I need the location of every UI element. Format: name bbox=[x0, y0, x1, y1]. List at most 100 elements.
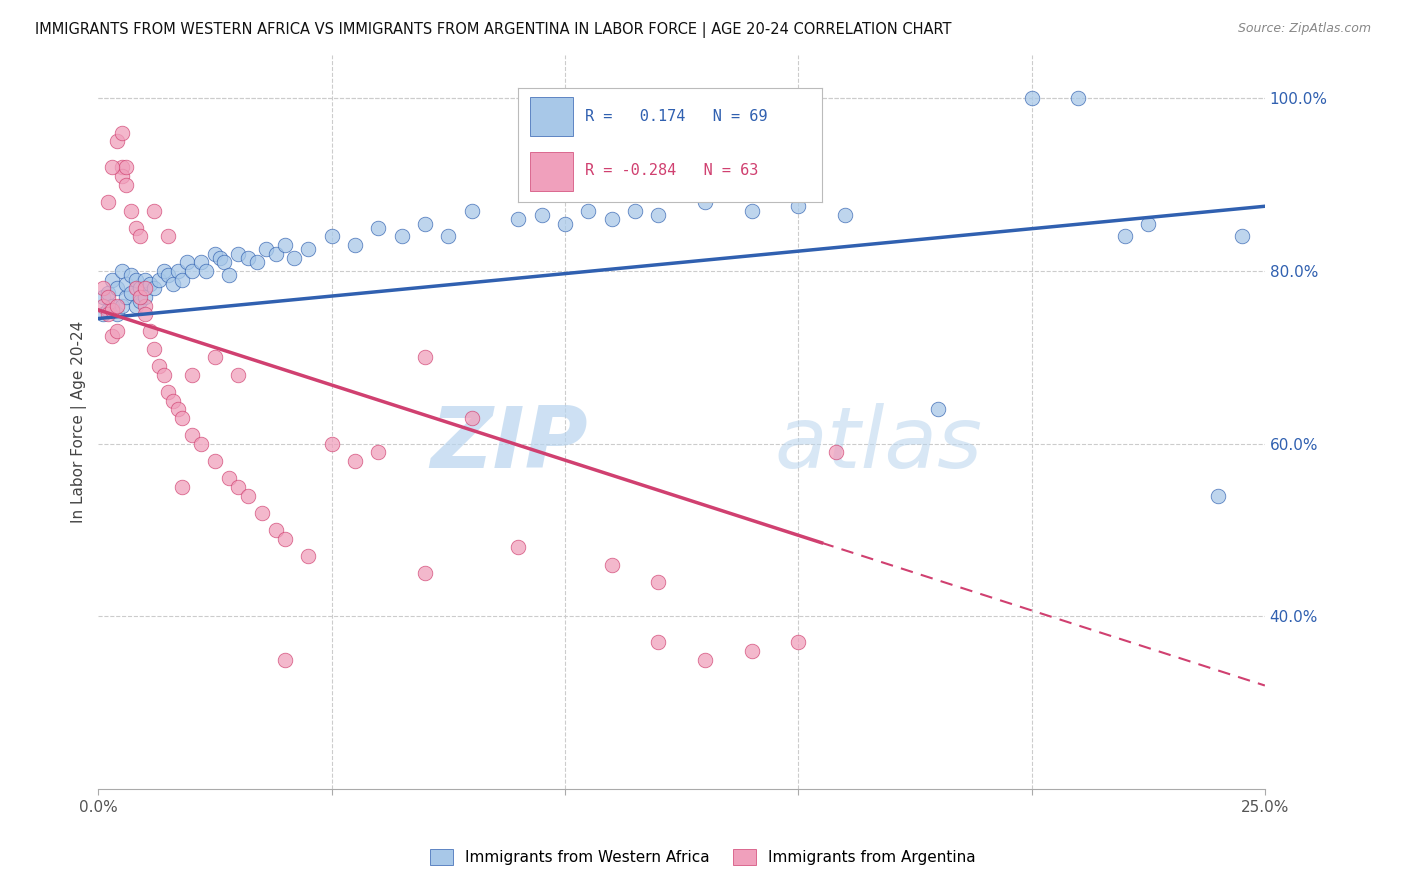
Point bbox=[236, 489, 259, 503]
Point bbox=[101, 328, 124, 343]
Point bbox=[120, 285, 142, 300]
Point bbox=[391, 229, 413, 244]
Point bbox=[274, 532, 297, 546]
Point bbox=[125, 273, 148, 287]
Point bbox=[143, 203, 166, 218]
Point bbox=[111, 126, 134, 140]
Point bbox=[157, 268, 180, 283]
Point bbox=[152, 264, 174, 278]
Point bbox=[1206, 489, 1229, 503]
Point bbox=[148, 273, 170, 287]
Point bbox=[228, 480, 250, 494]
Point bbox=[134, 273, 156, 287]
Point bbox=[115, 277, 138, 291]
Point bbox=[120, 203, 142, 218]
Point bbox=[180, 428, 202, 442]
Point bbox=[115, 161, 138, 175]
Point bbox=[246, 255, 269, 269]
Point bbox=[97, 285, 120, 300]
Point bbox=[321, 229, 343, 244]
Point bbox=[105, 281, 128, 295]
Point bbox=[508, 212, 530, 227]
Point bbox=[274, 652, 297, 666]
Point bbox=[115, 290, 138, 304]
Point bbox=[228, 246, 250, 260]
Point bbox=[927, 402, 949, 417]
Point bbox=[693, 194, 716, 209]
Point bbox=[413, 217, 436, 231]
Point bbox=[143, 281, 166, 295]
Text: ZIP: ZIP bbox=[430, 402, 588, 485]
Point bbox=[576, 203, 599, 218]
Point bbox=[1230, 229, 1253, 244]
Point bbox=[787, 199, 810, 213]
Point bbox=[157, 229, 180, 244]
Point bbox=[97, 302, 120, 317]
Point bbox=[647, 574, 669, 589]
Point bbox=[413, 566, 436, 581]
Point bbox=[134, 299, 156, 313]
Point bbox=[166, 264, 188, 278]
Point bbox=[172, 410, 194, 425]
Point bbox=[111, 299, 134, 313]
Point bbox=[115, 178, 138, 192]
Point bbox=[101, 299, 124, 313]
Point bbox=[129, 290, 152, 304]
Point bbox=[138, 277, 160, 291]
Point bbox=[321, 436, 343, 450]
Point bbox=[343, 454, 366, 468]
Point bbox=[530, 208, 553, 222]
Point bbox=[129, 294, 152, 309]
Point bbox=[787, 635, 810, 649]
Point bbox=[254, 243, 277, 257]
Point bbox=[101, 273, 124, 287]
Point bbox=[105, 307, 128, 321]
Point bbox=[1021, 91, 1043, 105]
Point bbox=[111, 169, 134, 183]
Point bbox=[111, 161, 134, 175]
Point bbox=[91, 281, 114, 295]
Point bbox=[125, 299, 148, 313]
Point bbox=[120, 268, 142, 283]
Point bbox=[176, 255, 198, 269]
Point bbox=[208, 251, 231, 265]
Point bbox=[125, 220, 148, 235]
Point bbox=[624, 203, 647, 218]
Point bbox=[111, 264, 134, 278]
Point bbox=[214, 255, 236, 269]
Point bbox=[343, 238, 366, 252]
Point bbox=[437, 229, 460, 244]
Point bbox=[105, 135, 128, 149]
Point bbox=[264, 246, 287, 260]
Point bbox=[180, 368, 202, 382]
Y-axis label: In Labor Force | Age 20-24: In Labor Force | Age 20-24 bbox=[72, 321, 87, 524]
Point bbox=[157, 384, 180, 399]
Point bbox=[554, 217, 576, 231]
Point bbox=[162, 277, 184, 291]
Point bbox=[204, 454, 226, 468]
Point bbox=[460, 410, 482, 425]
Point bbox=[218, 268, 240, 283]
Point bbox=[413, 351, 436, 365]
Point bbox=[97, 307, 120, 321]
Point bbox=[166, 402, 188, 417]
Point bbox=[125, 281, 148, 295]
Point bbox=[91, 299, 114, 313]
Point bbox=[236, 251, 259, 265]
Point bbox=[508, 541, 530, 555]
Point bbox=[134, 281, 156, 295]
Point bbox=[600, 558, 623, 572]
Point bbox=[264, 523, 287, 537]
Point bbox=[143, 342, 166, 356]
Text: IMMIGRANTS FROM WESTERN AFRICA VS IMMIGRANTS FROM ARGENTINA IN LABOR FORCE | AGE: IMMIGRANTS FROM WESTERN AFRICA VS IMMIGR… bbox=[35, 22, 952, 38]
Text: atlas: atlas bbox=[775, 402, 983, 485]
Point bbox=[204, 351, 226, 365]
Point bbox=[152, 368, 174, 382]
Legend: Immigrants from Western Africa, Immigrants from Argentina: Immigrants from Western Africa, Immigran… bbox=[425, 843, 981, 871]
Point bbox=[824, 445, 846, 459]
Point bbox=[97, 290, 120, 304]
Point bbox=[297, 549, 319, 563]
Point bbox=[180, 264, 202, 278]
Point bbox=[647, 635, 669, 649]
Point bbox=[97, 194, 120, 209]
